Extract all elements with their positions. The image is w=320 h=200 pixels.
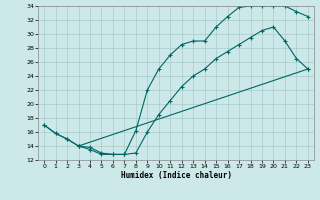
X-axis label: Humidex (Indice chaleur): Humidex (Indice chaleur): [121, 171, 231, 180]
